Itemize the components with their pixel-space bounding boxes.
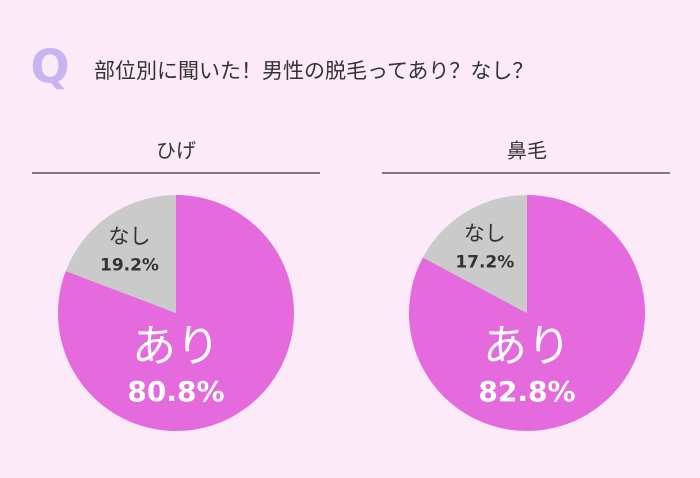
chart-title: 鼻毛	[507, 139, 547, 163]
slice-value: 17.2%	[455, 253, 514, 273]
slice-label: なし	[108, 224, 150, 248]
slice-label: あり	[132, 321, 220, 372]
q-mark: Q	[30, 40, 69, 94]
pie-slice	[409, 194, 646, 431]
slice-value: 19.2%	[100, 255, 159, 275]
slice-value: 82.8%	[478, 375, 575, 408]
pie-slice	[57, 195, 295, 431]
pie-slice	[65, 195, 176, 313]
slice-label: なし	[464, 222, 506, 246]
chart-title: ひげ	[156, 139, 196, 163]
slice-label: あり	[483, 321, 571, 372]
pie-slice	[422, 195, 527, 313]
slice-value: 80.8%	[127, 375, 224, 408]
question-title: 部位別に聞いた！男性の脱毛ってあり？なし？	[94, 59, 533, 83]
